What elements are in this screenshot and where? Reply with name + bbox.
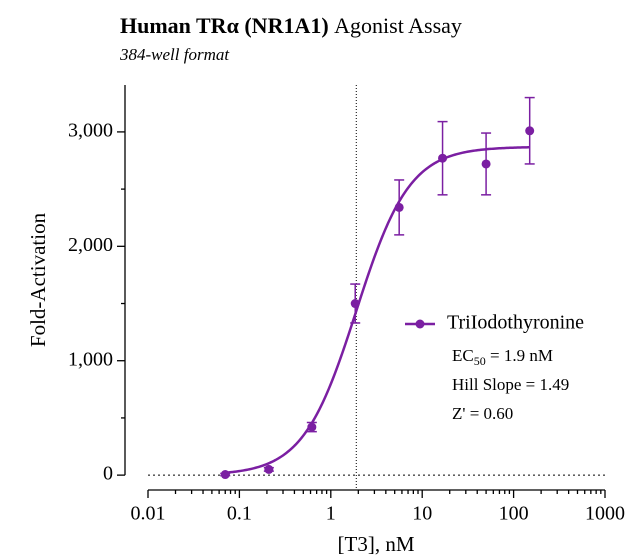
- annotation: Hill Slope = 1.49: [452, 375, 569, 394]
- x-tick-label: 1: [326, 503, 336, 525]
- data-point: [481, 159, 491, 169]
- data-point: [220, 470, 230, 480]
- annotation-subscript: 50: [474, 354, 486, 368]
- annotation-text: EC: [452, 346, 474, 365]
- data-point: [350, 299, 360, 309]
- annotation: EC50 = 1.9 nM: [452, 346, 553, 368]
- chart-title: Human TRα (NR1A1) Agonist Assay: [120, 13, 462, 38]
- x-tick-label: 1000: [585, 503, 625, 525]
- data-point: [438, 153, 448, 163]
- y-tick-label: 1,000: [68, 348, 113, 370]
- x-tick-label: 0.1: [227, 503, 252, 525]
- title-normal: Agonist Assay: [334, 13, 462, 38]
- x-tick-label: 0.01: [131, 503, 166, 525]
- x-axis-label: [T3], nM: [338, 532, 415, 556]
- fit-curve: [225, 146, 530, 474]
- data-point: [307, 422, 317, 432]
- annotation-after: = 1.9 nM: [486, 346, 553, 365]
- x-tick-label: 10: [412, 503, 432, 525]
- legend-marker: [415, 319, 425, 329]
- subtitle: 384-well format: [119, 45, 230, 64]
- annotation: Z' = 0.60: [452, 404, 513, 423]
- y-tick-label: 2,000: [68, 234, 113, 256]
- annotation-text: Z' = 0.60: [452, 404, 513, 423]
- y-tick-label: 0: [103, 463, 113, 485]
- data-point: [525, 126, 535, 136]
- data-point: [394, 202, 404, 212]
- y-axis-label: Fold-Activation: [26, 212, 50, 347]
- y-tick-label: 3,000: [68, 120, 113, 142]
- legend-label: TriIodothyronine: [447, 312, 584, 334]
- annotation-text: Hill Slope = 1.49: [452, 375, 569, 394]
- data-point: [264, 464, 274, 474]
- x-tick-label: 100: [499, 503, 529, 525]
- title-bold: Human TRα (NR1A1): [120, 13, 329, 38]
